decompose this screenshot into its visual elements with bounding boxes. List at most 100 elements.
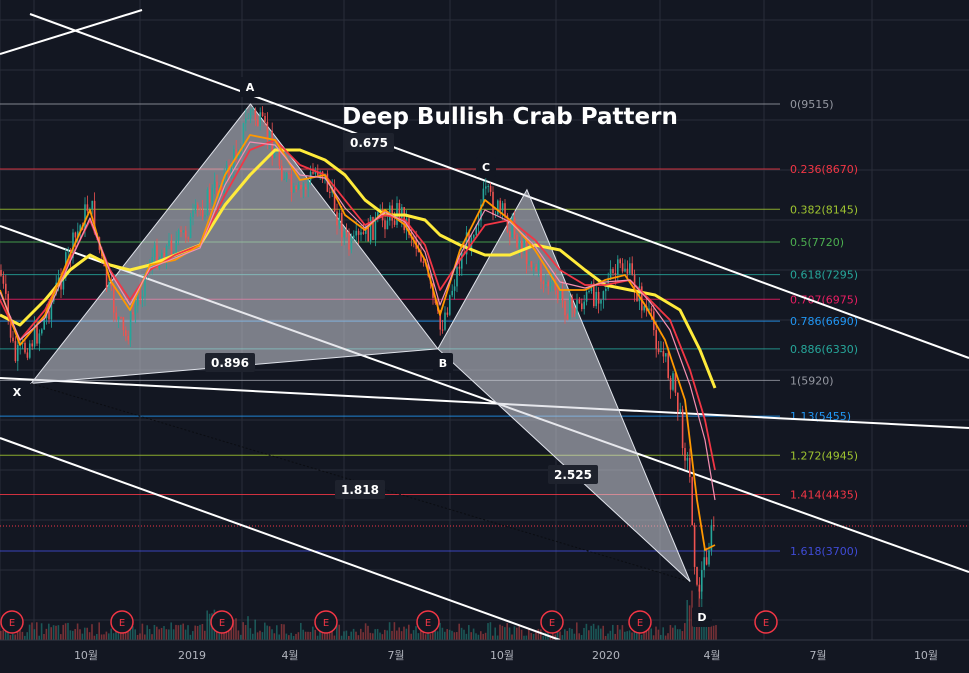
volume-bar-218 [523,635,525,640]
volume-bar-298 [715,625,717,640]
volume-bar-121 [290,632,292,640]
candle-body-50 [120,317,122,319]
candle-body-145 [348,231,350,250]
candle-body-49 [117,317,120,320]
volume-bar-118 [283,624,285,640]
volume-bar-189 [453,632,456,640]
volume-bar-55 [132,626,134,640]
event-marker-5 [540,610,564,634]
candle-body-39 [93,200,96,234]
volume-bar-85 [204,630,206,640]
candle-body-5 [12,337,14,342]
candle-body-247 [593,283,595,307]
volume-bar-171 [410,633,412,640]
candle-body-155 [372,216,374,240]
volume-bar-149 [357,635,360,640]
candle-body-79 [189,216,192,239]
candle-body-117 [281,165,283,180]
volume-bar-280 [672,627,674,640]
candle-body-110 [264,115,266,122]
x-tick-3: 7월 [387,649,404,662]
volume-bar-284 [681,631,684,640]
fib-label-1: 0.236(8670) [790,163,858,176]
candle-body-69 [165,246,168,263]
fib-label-6: 0.786(6690) [790,315,858,328]
volume-bar-137 [328,631,331,640]
volume-bar-163 [391,630,393,640]
volume-bar-224 [537,628,540,640]
candle-body-77 [185,230,187,238]
volume-bar-116 [278,634,280,640]
candle-body-20 [48,311,50,320]
candle-body-6 [14,341,17,362]
candle-body-202 [485,186,487,189]
candle-body-86 [206,189,209,215]
candle-body-104 [249,109,252,119]
candle-body-258 [619,259,621,264]
candle-body-87 [209,189,211,203]
candle-body-277 [665,353,667,357]
candle-body-166 [398,203,401,219]
volume-bar-182 [436,631,439,640]
volume-bar-225 [540,629,542,640]
trendline-0 [0,9,143,55]
volume-bar-156 [374,629,376,640]
candle-body-10 [24,342,26,353]
volume-bar-29 [69,630,72,640]
candle-body-254 [609,269,612,278]
volume-bar-17 [40,623,43,640]
volume-bar-252 [604,635,607,640]
candle-body-46 [110,281,113,287]
candle-body-26 [62,277,65,290]
candle-body-216 [518,240,521,248]
candle-body-0 [0,270,2,276]
candle-body-63 [151,257,153,268]
candle-body-252 [605,288,607,292]
candle-body-207 [497,200,499,215]
ratio-label-0: 0.675 [350,136,388,150]
candle-body-241 [578,299,581,304]
volume-bar-164 [393,622,396,640]
volume-bar-210 [504,627,506,640]
volume-bar-213 [511,634,513,640]
candle-body-142 [341,212,343,238]
x-tick-1: 2019 [178,649,206,662]
candle-body-90 [216,181,218,195]
candle-body-44 [105,266,108,289]
volume-bar-267 [640,634,643,640]
volume-bar-217 [520,629,523,640]
candle-body-13 [31,343,33,347]
candle-body-230 [552,279,554,282]
volume-bar-281 [674,625,676,640]
volume-bar-286 [686,599,688,640]
ma-yellow [0,148,717,389]
candle-body-94 [225,164,228,174]
volume-bar-238 [571,628,573,640]
volume-bar-21 [50,627,52,640]
volume-bar-150 [360,628,362,640]
candle-body-17 [41,329,43,334]
volume-bar-190 [456,632,458,640]
volume-bar-46 [110,628,112,640]
candle-body-209 [501,203,504,211]
volume-bar-0 [0,630,2,640]
x-tick-8: 10월 [914,649,938,662]
event-marker-7 [754,610,778,634]
candle-body-296 [710,525,713,551]
chart-title: Deep Bullish Crab Pattern [342,104,678,130]
candle-body-268 [643,306,645,311]
volume-bar-181 [434,630,436,640]
candle-body-231 [554,279,557,291]
candle-body-188 [451,290,453,296]
volume-bar-4 [9,635,12,640]
candle-body-160 [384,220,386,230]
candle-body-244 [585,292,588,302]
volume-bar-65 [156,626,158,640]
candle-body-243 [583,301,585,310]
volume-bar-255 [612,624,614,640]
candle-body-54 [129,312,132,341]
ratio-label-bg-2 [548,465,598,484]
volume-bar-247 [592,623,595,640]
volume-bar-186 [446,629,448,640]
volume-bar-62 [148,629,151,640]
